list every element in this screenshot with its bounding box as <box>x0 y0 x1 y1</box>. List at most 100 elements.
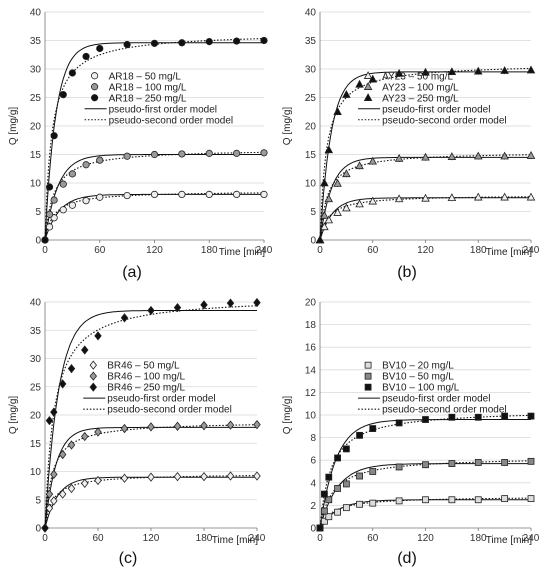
pseudo-second-order-curve <box>319 154 531 241</box>
legend-label: pseudo-second order model <box>107 405 232 416</box>
x-tick-label: 240 <box>256 245 273 256</box>
data-point <box>233 37 241 45</box>
data-point <box>96 156 104 164</box>
y-tick-label: 30 <box>305 65 317 76</box>
legend-marker <box>89 382 97 392</box>
data-point <box>356 431 363 439</box>
data-series <box>41 36 268 244</box>
x-axis-title: Time [min] <box>212 535 259 546</box>
panel-label: (a) <box>122 264 142 281</box>
data-point <box>58 379 67 389</box>
y-tick-label: 5 <box>35 495 41 506</box>
legend-label: AY23 – 250 mg/L <box>382 93 459 104</box>
data-point <box>123 152 131 160</box>
legend-label: pseudo-first order model <box>382 104 490 115</box>
data-series <box>316 495 535 532</box>
panel-label: (d) <box>397 550 417 567</box>
data-point <box>447 152 457 160</box>
data-point <box>200 421 208 431</box>
data-point <box>320 178 329 187</box>
data-point <box>226 420 235 430</box>
data-point <box>527 412 535 420</box>
y-tick-label: 40 <box>30 298 42 309</box>
data-point <box>355 161 364 170</box>
data-series <box>316 457 535 532</box>
data-point <box>395 419 403 427</box>
data-point <box>41 236 49 244</box>
legend-label: BR46 – 250 mg/L <box>107 383 185 394</box>
data-point <box>205 190 213 198</box>
y-axis-title: Q [mg/g] <box>282 107 293 146</box>
pseudo-second-order-curve <box>319 497 532 529</box>
data-point <box>226 298 235 308</box>
data-point <box>147 305 155 316</box>
y-tick-label: 30 <box>30 65 42 76</box>
data-point <box>448 460 456 467</box>
y-tick-label: 12 <box>305 388 317 399</box>
legend-marker <box>363 93 373 101</box>
x-tick-label: 60 <box>92 533 104 544</box>
data-point <box>68 69 76 77</box>
y-tick-label: 0 <box>35 524 41 535</box>
data-point <box>173 471 182 482</box>
y-axis-title: Q [mg/g] <box>282 396 293 435</box>
data-point <box>369 499 377 507</box>
data-point <box>473 66 483 75</box>
y-tick-label: 40 <box>30 8 42 19</box>
data-point <box>500 192 509 201</box>
y-tick-label: 35 <box>30 36 42 47</box>
data-point <box>324 194 334 203</box>
y-axis-title: Q [mg/g] <box>8 396 19 435</box>
data-point <box>82 197 90 205</box>
y-tick-label: 14 <box>305 365 317 376</box>
x-tick-label: 60 <box>367 245 379 256</box>
data-series <box>41 471 261 533</box>
data-point <box>81 345 89 355</box>
data-point <box>67 364 76 374</box>
legend-marker <box>364 383 372 391</box>
data-point <box>333 208 342 216</box>
y-axis-title: Q [mg/g] <box>8 107 19 146</box>
legend-label: pseudo-first order model <box>109 104 217 115</box>
data-point <box>233 149 241 157</box>
pseudo-second-order-curve <box>44 305 257 529</box>
data-point <box>501 412 509 420</box>
data-point <box>355 199 364 208</box>
data-series <box>41 190 268 244</box>
data-point <box>324 215 334 224</box>
y-tick-label: 15 <box>30 439 42 450</box>
y-tick-label: 16 <box>305 343 317 354</box>
data-point <box>421 67 430 76</box>
data-point <box>394 153 404 162</box>
data-point <box>368 156 378 165</box>
data-point <box>45 210 54 218</box>
data-point <box>320 507 328 515</box>
data-point <box>334 454 341 462</box>
data-point <box>421 152 430 161</box>
data-point <box>150 150 159 159</box>
data-point <box>81 478 89 489</box>
x-axis-title: Time [min] <box>486 247 533 258</box>
pseudo-second-order-curve <box>44 38 264 241</box>
pseudo-second-order-curve <box>44 192 264 241</box>
legend-marker <box>364 372 372 380</box>
data-point <box>316 524 324 532</box>
legend-label: pseudo-first order model <box>107 394 215 405</box>
legend-label: pseudo-first order model <box>382 394 490 405</box>
y-tick-label: 4 <box>310 478 316 489</box>
data-point <box>421 193 430 202</box>
y-tick-label: 35 <box>30 326 42 337</box>
data-point <box>82 52 90 61</box>
pseudo-second-order-curve <box>319 414 532 529</box>
legend-label: AY23 – 50 mg/L <box>382 71 453 82</box>
y-tick-label: 0 <box>310 524 316 535</box>
data-point <box>342 504 350 512</box>
data-point <box>233 190 241 198</box>
data-point <box>334 508 341 516</box>
